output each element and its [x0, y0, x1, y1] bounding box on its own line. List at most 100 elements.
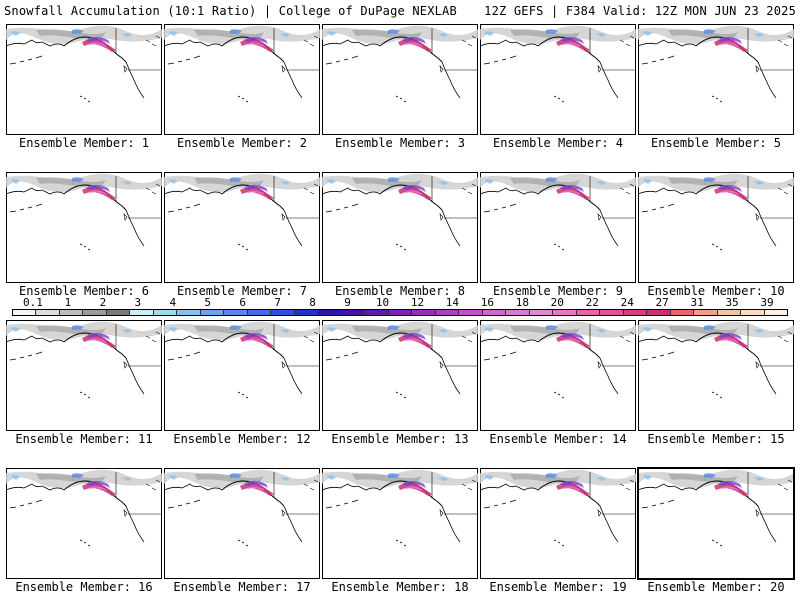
colorbar-swatch: [459, 310, 483, 315]
ensemble-member-label: Ensemble Member: 20: [647, 580, 785, 594]
map-image: [480, 320, 636, 431]
ensemble-panel[interactable]: Ensemble Member: 3: [322, 24, 478, 156]
map-image: [638, 172, 794, 283]
colorbar-tick-label: 14: [445, 296, 460, 309]
ensemble-panel[interactable]: Ensemble Member: 12: [164, 320, 320, 452]
ensemble-panel[interactable]: Ensemble Member: 10: [638, 172, 794, 304]
colorbar-swatch: [318, 310, 342, 315]
map-image: [480, 468, 636, 579]
colorbar-swatch: [200, 310, 225, 315]
colorbar-swatch: [388, 310, 413, 315]
colorbar-tick-label: 35: [725, 296, 739, 309]
map-image: [322, 24, 478, 135]
ensemble-member-label: Ensemble Member: 6: [18, 284, 150, 298]
colorbar-swatch: [36, 310, 60, 315]
map-image: [480, 172, 636, 283]
colorbar-tick-label: 24: [620, 296, 634, 309]
colorbar-tick-label: 39: [760, 296, 774, 309]
map-image: [6, 24, 162, 135]
colorbar-swatches: [12, 309, 788, 316]
ensemble-panel[interactable]: Ensemble Member: 11: [6, 320, 162, 452]
ensemble-member-label: Ensemble Member: 5: [650, 136, 782, 150]
colorbar-tick-label: 2: [99, 296, 107, 309]
colorbar-tick-label: 10: [375, 296, 390, 309]
colorbar-swatch: [482, 310, 507, 315]
colorbar-tick-label: 20: [550, 296, 564, 309]
ensemble-member-label: Ensemble Member: 16: [15, 580, 153, 594]
colorbar-tick-label: 12: [410, 296, 425, 309]
ensemble-panel[interactable]: Ensemble Member: 19: [480, 468, 636, 600]
ensemble-member-label: Ensemble Member: 8: [334, 284, 466, 298]
ensemble-panel[interactable]: Ensemble Member: 14: [480, 320, 636, 452]
ensemble-panel[interactable]: Ensemble Member: 15: [638, 320, 794, 452]
ensemble-panel[interactable]: Ensemble Member: 6: [6, 172, 162, 304]
map-image: [480, 24, 636, 135]
colorbar-swatch: [553, 310, 577, 315]
ensemble-member-label: Ensemble Member: 4: [492, 136, 624, 150]
colorbar-swatch: [764, 310, 787, 315]
ensemble-panel[interactable]: Ensemble Member: 7: [164, 172, 320, 304]
map-image: [322, 468, 478, 579]
colorbar-swatch: [435, 310, 460, 315]
ensemble-member-label: Ensemble Member: 2: [176, 136, 308, 150]
ensemble-panel[interactable]: Ensemble Member: 17: [164, 468, 320, 600]
ensemble-panel[interactable]: Ensemble Member: 9: [480, 172, 636, 304]
ensemble-panel[interactable]: Ensemble Member: 16: [6, 468, 162, 600]
colorbar-swatch: [130, 310, 154, 315]
map-image: [164, 468, 320, 579]
map-image: [164, 320, 320, 431]
colorbar-swatch: [576, 310, 601, 315]
ensemble-member-label: Ensemble Member: 18: [331, 580, 469, 594]
colorbar-tick-label: 16: [480, 296, 494, 309]
ensemble-member-label: Ensemble Member: 13: [331, 432, 469, 446]
ensemble-member-label: Ensemble Member: 10: [647, 284, 785, 298]
ensemble-member-label: Ensemble Member: 14: [489, 432, 627, 446]
ensemble-panel[interactable]: Ensemble Member: 4: [480, 24, 636, 156]
ensemble-member-label: Ensemble Member: 9: [492, 284, 624, 298]
colorbar-tick-label: 31: [690, 296, 704, 309]
colorbar-swatch: [59, 310, 84, 315]
ensemble-panel[interactable]: Ensemble Member: 13: [322, 320, 478, 452]
colorbar-tick-label: 1: [64, 296, 72, 309]
colorbar-swatch: [529, 310, 554, 315]
ensemble-panel[interactable]: Ensemble Member: 8: [322, 172, 478, 304]
map-image: [164, 172, 320, 283]
colorbar-tick-label: 7: [274, 296, 281, 309]
colorbar-tick-label: 9: [344, 296, 351, 309]
colorbar-swatch: [341, 310, 366, 315]
colorbar-swatch: [365, 310, 389, 315]
ensemble-member-label: Ensemble Member: 12: [173, 432, 311, 446]
ensemble-panel[interactable]: Ensemble Member: 1: [6, 24, 162, 156]
colorbar-swatch: [177, 310, 201, 315]
colorbar-swatch: [153, 310, 178, 315]
colorbar-labels: 0.1 1 2 3 4 5 6 7 8 9 10 12 14 16 18 20 22 24 27 31 35 39: [12, 296, 788, 309]
colorbar-swatch: [106, 310, 131, 315]
colorbar-tick-label: 3: [134, 296, 142, 309]
colorbar-swatch: [412, 310, 436, 315]
colorbar-tick-label: 0.1: [23, 296, 43, 309]
colorbar-swatch: [623, 310, 648, 315]
colorbar-tick-label: 27: [655, 296, 669, 309]
map-image: [6, 320, 162, 431]
colorbar-tick-label: 8: [309, 296, 316, 309]
ensemble-panel[interactable]: Ensemble Member: 20: [637, 467, 795, 600]
map-image: [322, 320, 478, 431]
map-image: [637, 467, 795, 580]
map-image: [638, 24, 794, 135]
ensemble-panel[interactable]: Ensemble Member: 5: [638, 24, 794, 156]
ensemble-panel[interactable]: Ensemble Member: 18: [322, 468, 478, 600]
colorbar-tick-label: 4: [169, 296, 177, 309]
colorbar-tick-label: 18: [515, 296, 529, 309]
colorbar-swatch: [741, 310, 765, 315]
ensemble-member-label: Ensemble Member: 7: [176, 284, 308, 298]
colorbar-tick-label: 5: [204, 296, 212, 309]
ensemble-panel[interactable]: Ensemble Member: 2: [164, 24, 320, 156]
colorbar-swatch: [224, 310, 248, 315]
ensemble-member-label: Ensemble Member: 17: [173, 580, 311, 594]
colorbar-swatch: [600, 310, 624, 315]
colorbar-swatch: [506, 310, 530, 315]
colorbar-swatch: [717, 310, 742, 315]
map-image: [164, 24, 320, 135]
colorbar-swatch: [83, 310, 107, 315]
title-right: 12Z GEFS | F384 Valid: 12Z MON JUN 23 20…: [484, 4, 796, 18]
